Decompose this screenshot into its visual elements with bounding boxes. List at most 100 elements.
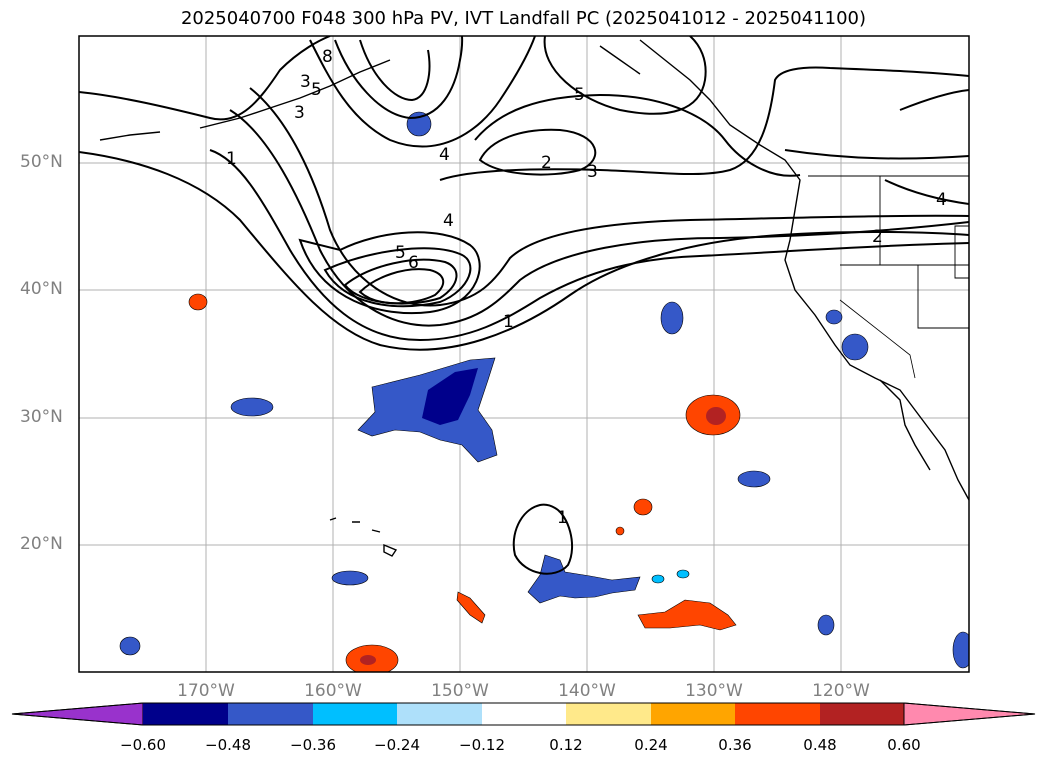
colorbar-segment — [228, 703, 313, 725]
lon-label-140w: 140°W — [558, 681, 616, 701]
colorbar-segment — [313, 703, 397, 725]
colorbar-tick: 0.24 — [634, 736, 668, 754]
negative-anomaly-small-1 — [651, 574, 665, 584]
positive-anomaly-east-core — [706, 407, 726, 425]
colorbar-segment — [143, 703, 228, 725]
negative-anomaly-ca-2 — [825, 309, 843, 325]
contour-label: 1 — [557, 508, 568, 528]
negative-anomaly-gulf-alaska — [406, 111, 432, 137]
negative-anomaly-small-2 — [676, 569, 690, 579]
colorbar-segment — [397, 703, 482, 725]
contour-label: 4 — [443, 211, 454, 231]
map-frame — [78, 35, 970, 673]
contour-8-core — [358, 268, 445, 305]
map-title: 2025040700 F048 300 hPa PV, IVT Landfall… — [180, 8, 867, 29]
negative-anomaly-baja — [737, 470, 771, 488]
colorbar-tick: 0.48 — [803, 736, 837, 754]
contour-gulf-alaska-3 — [359, 39, 431, 102]
lon-label-150w: 150°W — [431, 681, 489, 701]
coastline-layer — [99, 39, 969, 557]
colorbar-extend-low — [11, 702, 144, 726]
positive-anomaly-tiny — [615, 526, 625, 536]
colorbar-tick: 0.60 — [887, 736, 921, 754]
contour-east-3 — [899, 89, 969, 111]
contour-gulf-alaska-1 — [309, 36, 536, 148]
colorbar — [11, 702, 1036, 726]
contour-label: 3 — [300, 72, 311, 92]
contour-east-2 — [784, 149, 969, 160]
colorbar-outline — [11, 702, 1036, 726]
negative-anomaly-ca-1 — [841, 333, 869, 361]
contour-gulf-alaska-2 — [334, 36, 464, 120]
colorbar-tick: −0.24 — [374, 736, 420, 754]
negative-anomaly-ne-pacific — [660, 301, 684, 335]
colorbar-segment — [482, 703, 566, 725]
contour-north-2 — [478, 128, 597, 176]
contour-label: 5 — [311, 80, 322, 100]
contour-label: 6 — [408, 253, 419, 273]
state-boundary-ca — [839, 299, 916, 379]
contour-north-3 — [439, 66, 969, 181]
contour-5-main — [298, 231, 481, 315]
positive-anomaly-small — [633, 498, 653, 516]
positive-anomaly-diagonal — [456, 591, 486, 624]
colorbar-tick: 0.36 — [718, 736, 752, 754]
pc-fill-layer — [119, 111, 969, 672]
lat-label-50n: 50°N — [20, 152, 63, 172]
negative-anomaly-core — [422, 368, 478, 425]
north-america-coast — [639, 39, 969, 501]
contour-label: 2 — [872, 227, 883, 247]
contour-north-5 — [543, 36, 707, 115]
negative-anomaly-west — [230, 397, 274, 417]
pv-contour-layer — [79, 36, 969, 575]
negative-anomaly-south-1 — [119, 636, 141, 656]
negative-anomaly-south-2 — [817, 614, 835, 636]
positive-anomaly-west — [188, 293, 208, 311]
contour-labels: 1 1 1 2 2 3 3 3 4 4 4 5 5 5 6 8 — [226, 47, 947, 528]
contour-6-main — [323, 247, 472, 308]
contour-label: 3 — [294, 103, 305, 123]
contour-1-main — [79, 151, 969, 351]
lat-label-30n: 30°N — [20, 407, 63, 427]
colorbar-extend-high — [903, 702, 1036, 726]
contour-label: 4 — [439, 145, 450, 165]
contour-north-4 — [474, 93, 801, 177]
contour-2-main — [209, 149, 969, 342]
lat-label-40n: 40°N — [20, 279, 63, 299]
positive-anomaly-southwest-core — [360, 655, 376, 665]
negative-anomaly-subtropical — [527, 554, 641, 604]
colorbar-segment — [820, 703, 904, 725]
lon-label-170w: 170°W — [177, 681, 235, 701]
contour-label: 8 — [322, 47, 333, 67]
colorbar-tick: −0.36 — [290, 736, 336, 754]
contour-subtropical-1 — [512, 503, 573, 575]
colorbar-tick: 0.12 — [549, 736, 583, 754]
contour-3-main — [229, 109, 969, 327]
contour-label: 4 — [936, 190, 947, 210]
us-canada-border — [808, 175, 969, 329]
colorbar-segment — [735, 703, 820, 725]
contour-label: 1 — [226, 149, 237, 169]
colorbar-tick: −0.60 — [120, 736, 166, 754]
contour-label: 1 — [503, 312, 514, 332]
colorbar-segment — [651, 703, 735, 725]
lon-label-160w: 160°W — [304, 681, 362, 701]
contour-1-north — [79, 36, 331, 121]
colorbar-tick: −0.12 — [459, 736, 505, 754]
negative-anomaly-south-3 — [952, 631, 969, 669]
contour-label: 5 — [395, 243, 406, 263]
contour-label: 5 — [574, 85, 585, 105]
contour-7-core — [343, 258, 458, 305]
negative-anomaly-hawaii — [331, 570, 369, 586]
lon-label-130w: 130°W — [685, 681, 743, 701]
colorbar-segment — [566, 703, 651, 725]
lat-label-20n: 20°N — [20, 534, 63, 554]
baja-california-coast — [879, 379, 931, 471]
contour-east-4 — [884, 179, 969, 205]
lon-label-120w: 120°W — [812, 681, 870, 701]
positive-anomaly-south-band — [637, 599, 737, 631]
contour-label: 2 — [541, 153, 552, 173]
contour-4-main — [249, 87, 969, 307]
colorbar-tick: −0.48 — [205, 736, 251, 754]
